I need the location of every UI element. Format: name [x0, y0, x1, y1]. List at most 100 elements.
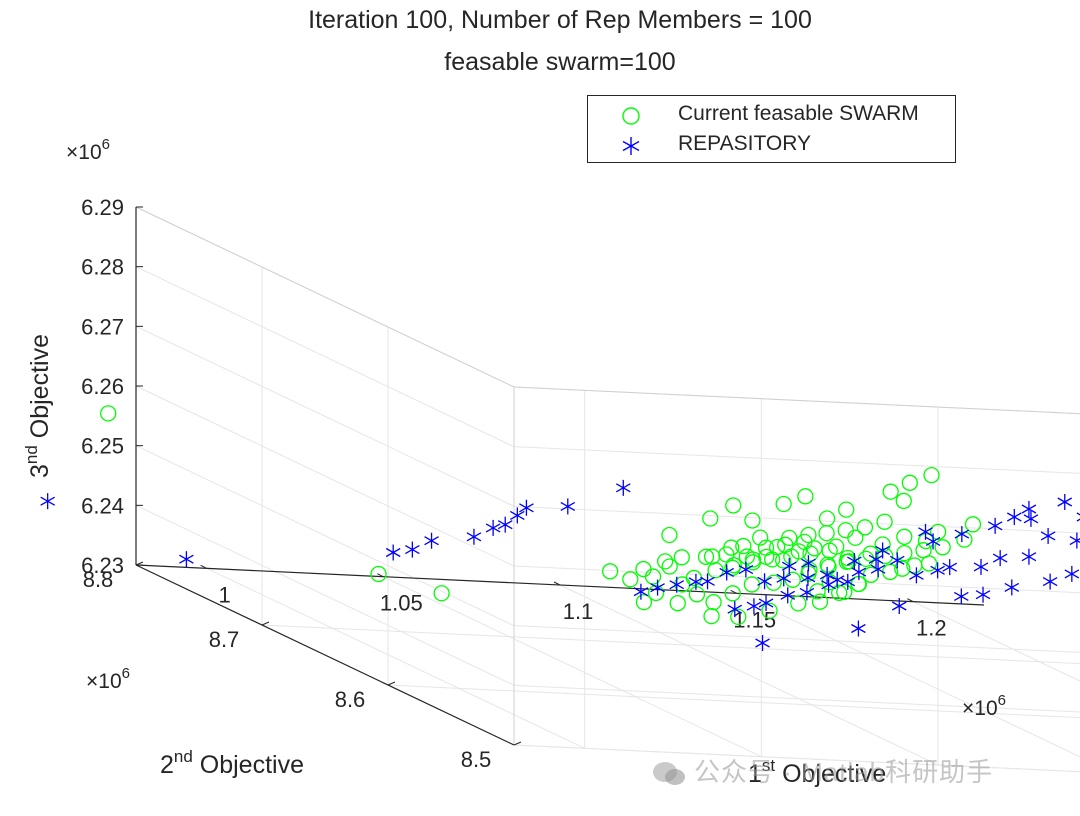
grid-line-x-floor — [736, 592, 1080, 758]
data-point-repository — [1023, 510, 1039, 527]
grid-line-x-floor — [559, 584, 939, 766]
data-point-swarm — [661, 558, 678, 575]
data-point-repository — [851, 564, 867, 581]
legend-entry-swarm: Current feasable SWARM — [588, 101, 955, 129]
data-point-repository — [821, 576, 836, 593]
data-point-swarm — [818, 510, 836, 527]
legend-label-repository: REPASITORY — [678, 132, 812, 155]
x-axis-title: 1st Objective — [748, 756, 886, 788]
x-tick-label: 1.2 — [916, 616, 947, 641]
data-point-swarm — [697, 548, 715, 565]
data-point-repository — [738, 561, 754, 578]
grid-line-z-back — [513, 565, 1080, 594]
y-tick-label: 8.8 — [83, 567, 114, 592]
data-point-repository — [510, 507, 525, 524]
grid-line-z-back — [513, 505, 1080, 534]
y-tick-label: 8.6 — [335, 687, 366, 712]
chart-title-line1: Iteration 100, Number of Rep Members = 1… — [308, 6, 812, 34]
data-point-repository — [719, 564, 735, 581]
data-point-repository — [870, 561, 886, 578]
axes-layer — [135, 206, 985, 746]
z-axis-title: 3nd Objective — [22, 334, 54, 478]
y-tick-label: 8.5 — [461, 747, 492, 772]
legend[interactable]: Current feasable SWARM REPASITORY — [587, 95, 956, 163]
data-point-repository — [179, 551, 194, 568]
data-point-repository — [519, 499, 534, 516]
y-tick-mark — [387, 681, 396, 686]
y-tick-mark — [261, 621, 270, 626]
data-point-swarm — [929, 523, 947, 541]
data-point-repository — [780, 587, 796, 604]
x-tick-mark — [553, 581, 561, 586]
z-tick-label: 6.25 — [81, 434, 124, 459]
z-tick-label: 6.24 — [81, 493, 124, 518]
data-point-repository — [975, 586, 991, 603]
x-tick-label: 1.05 — [380, 591, 423, 616]
data-point-repository — [973, 558, 989, 575]
watermark-text: 公众号 · Matlab科研助手 — [694, 757, 994, 787]
data-point-repository — [987, 517, 1003, 534]
data-point-swarm — [647, 584, 665, 602]
y-exponent-label: ×106 — [86, 665, 130, 693]
data-point-repository — [757, 573, 772, 590]
grid-line-z-left — [135, 504, 515, 686]
data-point-repository — [688, 573, 704, 590]
data-point-swarm — [915, 542, 932, 559]
data-point-repository — [942, 559, 958, 576]
grid-line-x-floor — [913, 601, 1080, 682]
data-point-swarm — [956, 531, 973, 548]
grid-line-z-left — [135, 325, 515, 507]
grid-line-z-left — [135, 445, 515, 627]
chart-title-line2: feasable swarm=100 — [444, 48, 676, 76]
grid-line-x-floor — [206, 567, 585, 749]
data-point-swarm — [821, 542, 838, 559]
x-tick-label: 1.1 — [563, 599, 594, 624]
data-point-swarm — [923, 466, 940, 484]
data-point-swarm — [688, 586, 706, 603]
data-point-swarm — [705, 594, 722, 611]
grid-line-z-left — [135, 266, 515, 448]
z-tick-label: 6.28 — [81, 255, 124, 280]
data-point-swarm — [100, 405, 117, 422]
data-point-repository — [889, 552, 905, 569]
data-point-repository — [799, 584, 815, 601]
data-point-swarm — [818, 524, 835, 542]
x-exponent-label: ×106 — [962, 692, 1006, 720]
data-point-swarm — [635, 594, 653, 611]
grid-line-y-floor — [261, 624, 1080, 665]
y-axis-line — [135, 564, 515, 746]
data-point-swarm — [856, 519, 874, 536]
data-point-repository — [954, 588, 969, 605]
data-point-swarm — [882, 483, 899, 500]
x-tick-mark — [200, 564, 207, 569]
data-point-swarm — [743, 576, 761, 593]
data-point-repository — [669, 576, 685, 593]
data-point-swarm — [724, 585, 741, 602]
data-point-repository — [560, 498, 576, 515]
data-point-repository — [781, 558, 797, 575]
data-point-swarm — [847, 529, 864, 546]
data-point-swarm — [744, 512, 761, 529]
grid-line-z-left — [135, 385, 515, 567]
data-point-swarm — [895, 492, 912, 510]
data-point-swarm — [896, 544, 913, 562]
data-point-repository — [840, 573, 856, 590]
y-axis-title: 2nd Objective — [160, 747, 304, 779]
watermark: 公众号 · Matlab科研助手 — [652, 752, 993, 789]
data-point-swarm — [934, 539, 951, 556]
data-point-repository — [925, 533, 941, 550]
data-point-repository — [819, 566, 835, 583]
data-point-repository — [385, 544, 401, 561]
x-tick-label: 1 — [219, 582, 231, 607]
data-point-swarm — [797, 488, 814, 505]
data-point-repository — [485, 519, 501, 536]
data-point-repository — [466, 528, 482, 545]
data-point-swarm — [901, 474, 918, 491]
data-point-repository — [405, 541, 420, 558]
data-point-repository — [758, 595, 774, 611]
data-point-swarm — [831, 584, 848, 601]
data-point-swarm — [661, 526, 678, 544]
z-tick-label: 6.29 — [81, 195, 124, 220]
data-point-repository — [1076, 512, 1080, 522]
